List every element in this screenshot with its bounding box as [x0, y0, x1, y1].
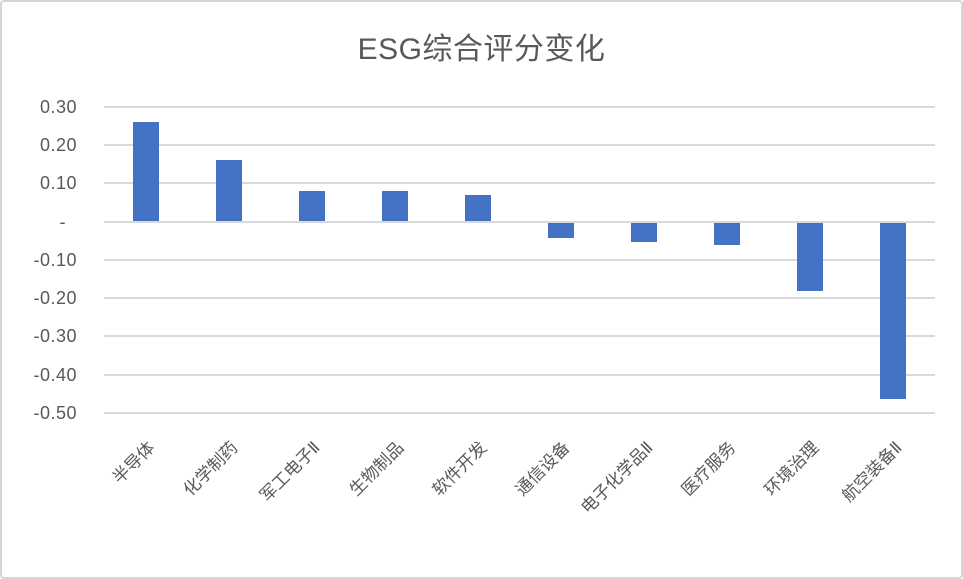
y-gridline — [104, 412, 935, 415]
y-gridline — [104, 373, 935, 376]
y-axis-tick-label: - — [59, 211, 66, 232]
bar — [880, 222, 907, 399]
y-axis-tick-label: -0.20 — [33, 288, 77, 309]
x-axis-category-label: 医疗服务 — [678, 438, 740, 500]
y-axis-tick-label: 0.10 — [39, 173, 77, 194]
y-gridline — [104, 143, 935, 146]
x-axis-category-label: 航空装备Ⅱ — [838, 438, 906, 506]
x-axis-category-label: 环境治理 — [761, 438, 823, 500]
y-gridline — [104, 105, 935, 108]
y-axis-tick-label: -0.30 — [33, 326, 77, 347]
y-gridline — [104, 182, 935, 185]
chart-title: ESG综合评分变化 — [357, 33, 606, 66]
y-gridline — [104, 258, 935, 261]
y-axis-tick-label: -0.10 — [33, 249, 77, 270]
x-axis-category-label: 通信设备 — [511, 438, 574, 500]
x-axis-category-label: 电子化学品Ⅱ — [577, 438, 657, 518]
y-gridline — [104, 297, 935, 300]
x-axis-category-label: 软件开发 — [428, 438, 491, 500]
bar — [631, 222, 658, 242]
y-axis-tick-label: -0.40 — [33, 364, 77, 385]
bar — [464, 194, 491, 222]
y-gridline — [104, 335, 935, 338]
y-axis-tick-label: -0.50 — [33, 403, 77, 424]
bar — [132, 121, 159, 222]
bar — [298, 190, 325, 222]
bar — [797, 222, 824, 292]
bar — [381, 190, 408, 222]
x-axis-category-label: 军工电子Ⅱ — [256, 438, 325, 506]
y-axis-tick-label: 0.20 — [39, 134, 77, 155]
bar — [215, 160, 242, 222]
y-axis-tick-label: 0.30 — [39, 96, 77, 117]
x-axis-category-label: 化学制药 — [179, 438, 242, 500]
x-axis-category-label: 半导体 — [108, 438, 158, 488]
y-gridline — [104, 220, 935, 223]
bar — [548, 222, 575, 238]
bar — [714, 222, 741, 246]
x-axis-category-label: 生物制品 — [345, 438, 408, 500]
